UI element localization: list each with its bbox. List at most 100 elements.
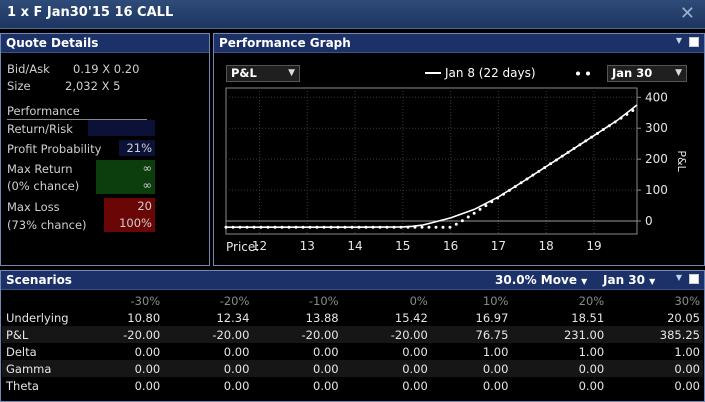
performance-graph-header: Performance Graph ▼	[214, 34, 704, 53]
graph-date-select[interactable]: Jan 30 ▼	[607, 65, 687, 82]
table-cell: 20.05	[667, 310, 700, 325]
table-row: Gamma 0.00 0.00 0.00 0.00 0.00 0.00 0.00	[2, 360, 703, 377]
max-loss-percent: 100%	[119, 216, 152, 230]
x-tick-label: 19	[586, 239, 601, 253]
y-axis-label: P&L	[675, 150, 688, 172]
table-cell: 0.00	[252, 360, 342, 377]
chevron-down-icon: ▼	[581, 277, 588, 286]
table-cell: 1.00	[578, 344, 605, 359]
table-cell: 0.00	[430, 360, 512, 377]
table-cell: 0.00	[74, 360, 164, 377]
max-return-chance: (0% chance)	[7, 179, 80, 193]
max-loss-box: 20 100%	[104, 198, 155, 232]
table-row: Delta 0.00 0.00 0.00 0.00 1.00 1.00 1.00	[2, 343, 703, 360]
table-cell: 0.00	[402, 378, 428, 393]
performance-graph-title: Performance Graph	[219, 36, 351, 50]
close-icon[interactable]: ✕	[679, 3, 695, 24]
metric-select-label: P&L	[231, 66, 257, 80]
table-cell: 385.25	[607, 326, 703, 343]
row-label: Delta	[6, 344, 37, 359]
table-cell: -20.00	[341, 326, 431, 343]
window-titlebar: 1 x F Jan30'15 16 CALL ✕	[0, 0, 705, 29]
maximize-icon[interactable]	[689, 274, 699, 284]
bid-ask-label: Bid/Ask	[7, 62, 50, 76]
return-risk-box	[88, 120, 155, 136]
table-cell: 0.00	[313, 344, 339, 359]
x-tick-label: 13	[300, 239, 315, 253]
column-header: -20%	[219, 293, 250, 308]
table-cell: 10.80	[127, 310, 161, 325]
table-cell: 12.34	[216, 310, 250, 325]
scenarios-title: Scenarios	[6, 273, 72, 287]
column-header: 0%	[409, 293, 428, 308]
quote-details-header: Quote Details	[1, 34, 209, 53]
column-header: -10%	[308, 293, 339, 308]
profit-probability-label: Profit Probability	[7, 142, 102, 156]
table-cell: 0.00	[674, 378, 700, 393]
scenarios-table: -30% -20% -10% 0% 10% 20% 30% Underlying…	[2, 292, 703, 394]
panel-menu-icon[interactable]: ▼	[675, 36, 682, 45]
table-cell: 0.00	[134, 344, 161, 359]
performance-chart: 12 13 14 15 16 17 18 19 400 300 200 100 0 P&L	[224, 87, 688, 253]
chevron-down-icon: ▼	[675, 68, 682, 78]
table-cell: 15.42	[394, 310, 428, 325]
table-cell: 0.00	[223, 344, 250, 359]
price-axis-label: Price:	[226, 240, 260, 254]
table-cell: 0.00	[163, 360, 253, 377]
legend-solid-label: Jan 8 (22 days)	[445, 66, 536, 80]
table-row: Underlying 10.80 12.34 13.88 15.42 16.97…	[2, 309, 703, 326]
performance-graph-panel: Performance Graph ▼ P&L ▼ Jan 8 (22 days…	[213, 33, 705, 266]
y-tick-label: 300	[645, 121, 668, 135]
metric-select[interactable]: P&L ▼	[226, 65, 300, 82]
performance-heading: Performance	[7, 104, 147, 120]
scenario-date-select[interactable]: Jan 30 ▼	[603, 273, 655, 287]
max-loss-chance: (73% chance)	[7, 218, 87, 232]
table-cell: 0.00	[607, 360, 703, 377]
table-cell: -20.00	[252, 326, 342, 343]
size-label: Size	[7, 79, 31, 93]
table-cell: 0.00	[223, 378, 250, 393]
table-cell: 0.00	[511, 360, 608, 377]
max-return-box: ∞ ∞	[96, 160, 155, 194]
y-tick-label: 100	[645, 183, 668, 197]
table-cell: 0.00	[482, 378, 509, 393]
plot-area	[225, 87, 638, 235]
table-cell: 13.88	[305, 310, 339, 325]
table-header-row: -30% -20% -10% 0% 10% 20% 30%	[2, 292, 703, 309]
bid-ask-value: 0.19 X 0.20	[73, 62, 140, 76]
max-return-value: ∞	[142, 161, 152, 175]
column-header: -30%	[130, 293, 161, 308]
table-cell: 0.00	[578, 378, 605, 393]
x-tick-label: 14	[347, 239, 362, 253]
chevron-down-icon: ▼	[288, 68, 295, 78]
table-cell: -20.00	[163, 326, 253, 343]
max-return-value-2: ∞	[142, 178, 152, 192]
return-risk-label: Return/Risk	[7, 122, 73, 136]
table-cell: -20.00	[74, 326, 164, 343]
maximize-icon[interactable]	[689, 37, 699, 47]
row-label: P&L	[2, 326, 74, 343]
x-tick-label: 17	[491, 239, 506, 253]
table-cell: 0.00	[134, 378, 161, 393]
row-label: Theta	[6, 378, 39, 393]
table-cell: 18.51	[571, 310, 605, 325]
table-cell: 1.00	[482, 344, 509, 359]
column-header: 20%	[578, 293, 605, 308]
panel-menu-icon[interactable]: ▼	[675, 273, 682, 282]
y-tick-label: 200	[645, 152, 668, 166]
row-label: Underlying	[6, 310, 69, 325]
header-blank	[2, 292, 74, 309]
max-loss-label: Max Loss	[7, 200, 60, 214]
move-select-label: 30.0% Move	[495, 273, 577, 287]
legend-dotted-swatch	[576, 71, 590, 76]
column-header: 10%	[482, 293, 509, 308]
table-cell: 76.75	[430, 326, 512, 343]
scenario-date-label: Jan 30	[603, 273, 645, 287]
profit-probability-value: 21%	[119, 140, 155, 156]
graph-date-select-label: Jan 30	[612, 66, 653, 80]
y-tick-label: 400	[645, 90, 668, 104]
x-tick-label: 12	[252, 239, 267, 253]
size-value: 2,032 X 5	[65, 79, 121, 93]
table-cell: 231.00	[511, 326, 608, 343]
move-select[interactable]: 30.0% Move ▼	[495, 273, 587, 287]
